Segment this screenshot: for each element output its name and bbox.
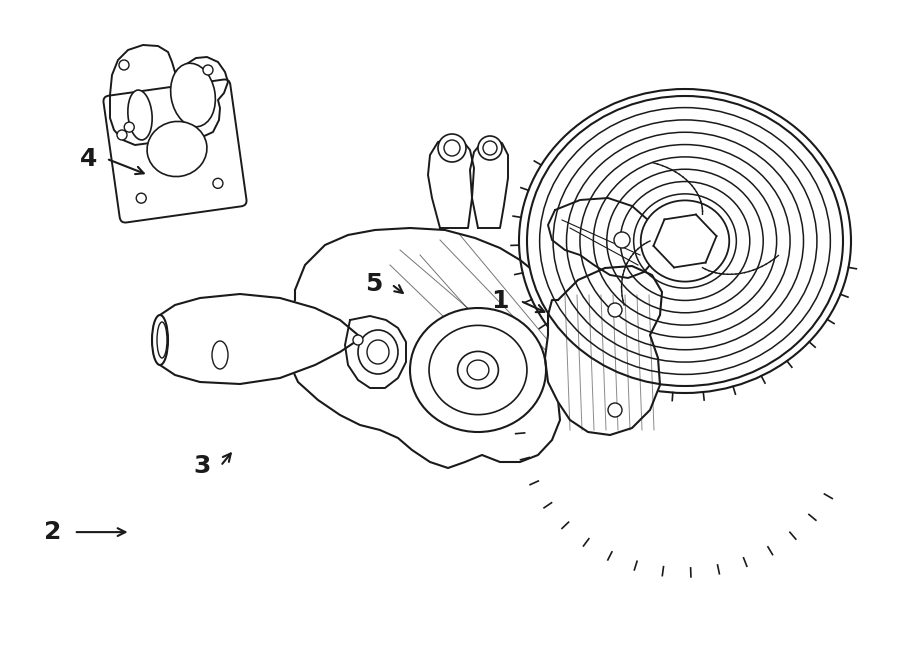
Ellipse shape bbox=[213, 178, 223, 188]
Ellipse shape bbox=[358, 330, 398, 374]
Ellipse shape bbox=[614, 232, 630, 248]
Ellipse shape bbox=[467, 360, 489, 380]
Ellipse shape bbox=[519, 89, 851, 393]
Ellipse shape bbox=[136, 193, 146, 203]
Ellipse shape bbox=[128, 90, 152, 140]
Ellipse shape bbox=[119, 60, 129, 70]
Text: 5: 5 bbox=[364, 272, 382, 296]
Ellipse shape bbox=[527, 96, 843, 386]
Polygon shape bbox=[470, 140, 508, 228]
Ellipse shape bbox=[641, 200, 729, 282]
Ellipse shape bbox=[152, 315, 168, 365]
Text: 4: 4 bbox=[79, 147, 97, 171]
Polygon shape bbox=[160, 294, 358, 384]
Polygon shape bbox=[548, 198, 658, 278]
Ellipse shape bbox=[457, 352, 499, 389]
Ellipse shape bbox=[478, 136, 502, 160]
Ellipse shape bbox=[157, 322, 167, 358]
Text: 2: 2 bbox=[43, 520, 61, 544]
Ellipse shape bbox=[410, 308, 546, 432]
Text: 1: 1 bbox=[491, 289, 508, 313]
Ellipse shape bbox=[608, 303, 622, 317]
Ellipse shape bbox=[203, 65, 213, 75]
Ellipse shape bbox=[117, 130, 127, 140]
Ellipse shape bbox=[608, 403, 622, 417]
Ellipse shape bbox=[438, 134, 466, 162]
FancyBboxPatch shape bbox=[104, 79, 247, 223]
Ellipse shape bbox=[124, 122, 134, 132]
Polygon shape bbox=[428, 138, 474, 228]
Ellipse shape bbox=[353, 335, 363, 345]
Ellipse shape bbox=[147, 122, 207, 176]
Polygon shape bbox=[345, 316, 406, 388]
Ellipse shape bbox=[171, 63, 215, 127]
Text: 3: 3 bbox=[194, 454, 212, 478]
Polygon shape bbox=[110, 45, 228, 145]
Polygon shape bbox=[545, 266, 662, 435]
Polygon shape bbox=[286, 228, 570, 468]
Ellipse shape bbox=[429, 325, 527, 414]
